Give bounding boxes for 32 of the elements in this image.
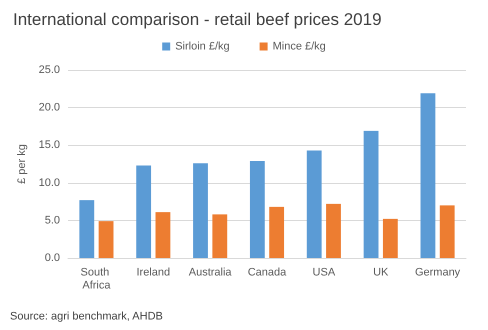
x-tick-label: UK [373,266,390,278]
bar [420,93,436,258]
x-tick-label: Australia [188,266,232,278]
x-tick-label: Ireland [136,266,170,278]
x-tick-label: Canada [248,266,288,278]
bar [440,205,455,258]
bar [136,166,152,258]
x-tick-label: USA [312,266,336,278]
chart-title: International comparison - retail beef prices 2019 [13,10,382,29]
bar [193,163,208,258]
y-tick-label: 0.0 [44,252,60,264]
bar [364,130,378,258]
y-tick-label: 5.0 [44,214,60,226]
bar [250,160,265,258]
bar [212,214,228,258]
y-tick-label: 20.0 [38,102,60,114]
x-tick-label: Germany [414,266,461,278]
bar [79,200,94,258]
y-axis-title: £ per kg [16,144,28,184]
legend-label: Mince £/kg [272,40,326,52]
bar [326,204,341,258]
bar [98,221,114,258]
bar [382,218,398,258]
y-tick-label: 10.0 [38,176,60,189]
legend-label: Sirloin £/kg [175,40,230,52]
y-tick-label: 25.0 [38,64,60,76]
bar [156,212,170,258]
source-note: Source: agri benchmark, AHDB [10,310,163,322]
x-tick-label: South Africa [80,266,112,292]
bar [269,206,284,258]
y-tick-label: 15.0 [38,139,60,152]
bar [306,150,322,258]
